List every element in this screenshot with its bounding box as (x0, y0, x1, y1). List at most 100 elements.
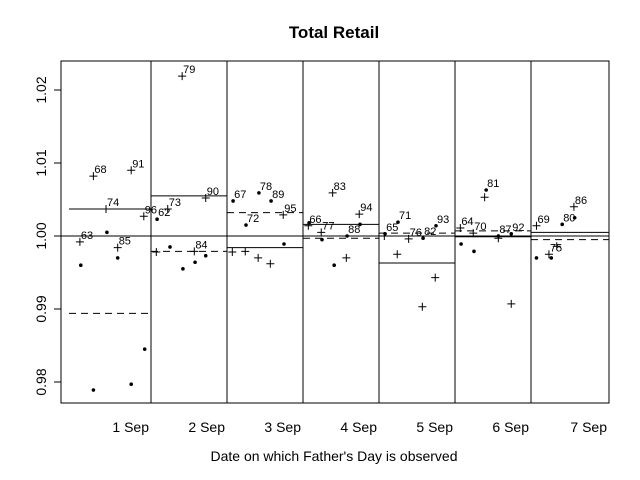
plus-marker (532, 221, 541, 230)
panel-6-sep: 81 64 70 87 92 (454, 61, 531, 403)
point-label: 62 (158, 207, 170, 219)
point-label: 81 (487, 178, 499, 190)
plus-marker (355, 210, 364, 219)
point-label: 78 (260, 181, 272, 193)
plus-marker (317, 228, 326, 237)
point-label: 83 (334, 181, 346, 193)
x-axis: 1 Sep 2 Sep 3 Sep 4 Sep 5 Sep 6 Sep 7 Sep (112, 419, 607, 435)
point-label: 64 (461, 216, 473, 228)
point-label: 63 (81, 230, 93, 242)
dot-marker (332, 263, 336, 268)
x-tick-label: 6 Sep (492, 419, 529, 435)
plus-marker (102, 204, 110, 213)
y-tick-label: 0.98 (33, 368, 49, 395)
x-tick-label: 5 Sep (416, 419, 453, 435)
point-label: 72 (247, 213, 259, 225)
y-tick-label: 1.00 (33, 222, 49, 249)
dot-marker (257, 191, 261, 195)
plus-marker (266, 259, 275, 268)
dot-marker (434, 223, 438, 228)
plus-marker (201, 194, 210, 203)
plus-marker (456, 223, 465, 232)
point-label: 91 (132, 158, 144, 170)
dot-marker (105, 230, 109, 235)
plus-marker (139, 212, 148, 221)
point-label: 90 (207, 186, 219, 198)
dot-marker (358, 222, 362, 227)
x-tick-label: 1 Sep (112, 419, 149, 435)
point-label: 80 (563, 212, 575, 224)
plus-marker (552, 242, 561, 251)
plus-marker (89, 172, 98, 181)
dot-marker (142, 347, 147, 351)
dot-marker (115, 256, 120, 260)
plus-marker (178, 72, 187, 81)
plus-marker (380, 232, 389, 240)
y-axis: 0.98 0.99 1.00 1.01 1.02 (33, 76, 61, 396)
point-label: 65 (386, 222, 398, 234)
plot-frame (60, 60, 610, 404)
plot-border (60, 60, 610, 404)
point-label: 66 (309, 214, 321, 226)
point-label: 71 (399, 210, 411, 222)
point-label: 77 (322, 220, 334, 232)
dot-marker (244, 223, 248, 227)
dot-marker (396, 220, 400, 224)
dot-marker (168, 245, 172, 249)
x-axis-label: Date on which Father's Day is observed (210, 448, 457, 464)
y-tick-label: 1.02 (33, 76, 49, 103)
plus-marker (480, 193, 489, 202)
plus-marker (342, 253, 351, 262)
plus-marker (393, 250, 402, 259)
dot-marker (79, 263, 83, 268)
point-label: 93 (437, 214, 449, 226)
point-label: 86 (575, 195, 587, 207)
plus-marker (328, 188, 337, 197)
point-label: 95 (284, 203, 296, 215)
dot-marker (484, 188, 488, 192)
dot-marker (509, 232, 514, 236)
plus-marker (469, 229, 478, 238)
plus-marker (494, 234, 503, 243)
point-label: 94 (360, 202, 372, 214)
y-tick-label: 0.99 (33, 295, 49, 322)
x-tick-label: 2 Sep (188, 419, 225, 435)
plus-marker (127, 166, 136, 175)
plus-marker (75, 237, 84, 246)
x-tick-label: 4 Sep (340, 419, 377, 435)
dot-marker (282, 242, 286, 246)
dot-marker (472, 249, 476, 254)
point-label: 89 (272, 189, 284, 201)
x-tick-label: 7 Sep (570, 419, 607, 435)
point-label: 76 (410, 227, 422, 239)
plus-marker (279, 210, 288, 219)
plus-marker (152, 248, 161, 257)
dot-marker (320, 237, 324, 242)
dot-marker (181, 267, 185, 271)
point-label: 67 (234, 189, 246, 201)
y-tick-label: 1.01 (33, 149, 49, 176)
point-label: 68 (94, 164, 106, 176)
point-label: 82 (424, 226, 436, 238)
point-label: 69 (537, 214, 549, 226)
dot-marker (534, 256, 539, 260)
plus-marker (190, 247, 199, 256)
dot-marker (155, 217, 159, 222)
point-label: 87 (499, 224, 511, 236)
dot-marker (129, 382, 133, 386)
point-label: 73 (169, 197, 181, 209)
dot-marker (307, 221, 311, 225)
dot-marker (203, 253, 208, 258)
point-label: 74 (107, 197, 119, 209)
dot-marker (421, 236, 425, 240)
point-label: 84 (195, 239, 207, 251)
plus-marker (113, 243, 122, 252)
